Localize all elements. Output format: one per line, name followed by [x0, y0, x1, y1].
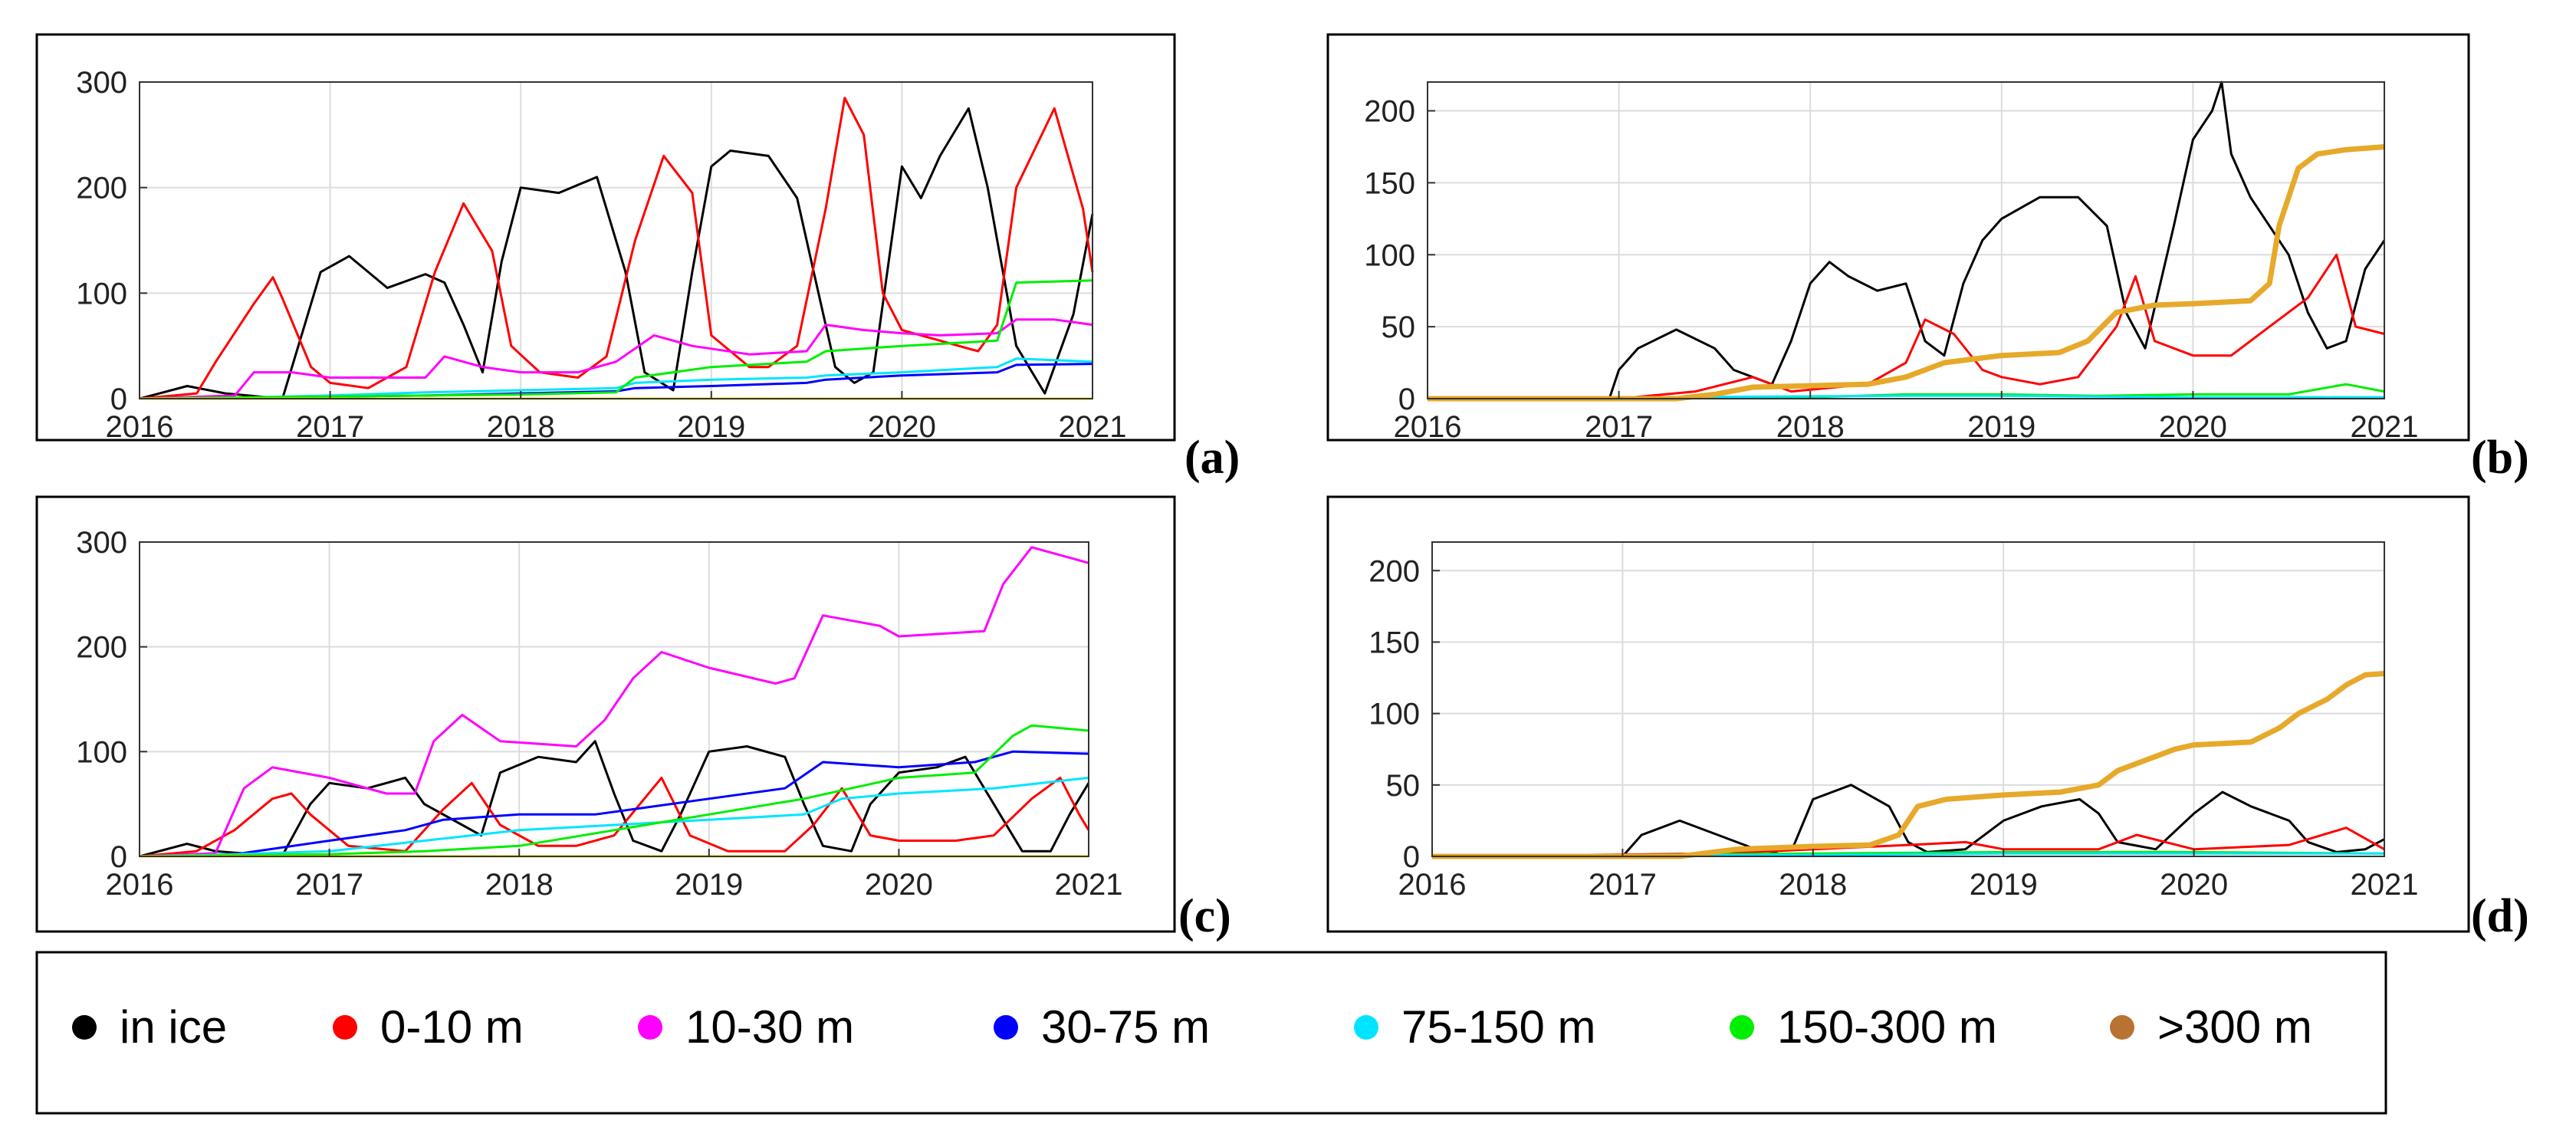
series-line-in-ice: [1428, 81, 2386, 400]
x-tick-label: 2020: [865, 868, 933, 902]
legend-label: 10-30 m: [685, 1001, 854, 1053]
y-tick-label: 0: [1398, 383, 1415, 416]
x-tick-label: 2017: [296, 410, 364, 444]
y-tick-label: 50: [1382, 311, 1416, 344]
plot-area: [140, 542, 1089, 856]
x-tick-label: 2017: [1589, 868, 1657, 902]
legend-marker: [2110, 1015, 2134, 1040]
y-tick-label: 150: [1368, 626, 1420, 659]
legend-frame: [35, 951, 2387, 1115]
x-tick-label: 2018: [487, 410, 555, 444]
x-tick-label: 2016: [106, 410, 174, 444]
series-line-10-30-m: [139, 546, 1089, 858]
x-tick-label: 2018: [485, 868, 554, 902]
legend: in ice 0-10 m 10-30 m 30-75 m 75-150 m 150-30…: [35, 951, 2387, 1115]
legend-marker: [1730, 1015, 1754, 1040]
x-tick-label: 2020: [2159, 410, 2227, 444]
y-tick-label: 0: [110, 840, 127, 874]
y-tick-label: 100: [1364, 238, 1415, 272]
panel-label: (a): [1184, 432, 1240, 484]
panel-frame: [1326, 495, 2470, 933]
series-line-150-300-m: [139, 279, 1093, 400]
series-line-in-ice: [139, 740, 1090, 858]
x-tick-label: 2018: [1776, 410, 1845, 444]
legend-marker: [1354, 1015, 1378, 1040]
x-tick-label: 2020: [868, 410, 936, 444]
y-tick-label: 0: [1403, 840, 1420, 874]
series-line-0-10-m: [139, 777, 1090, 858]
panel-label: (d): [2471, 890, 2529, 942]
y-tick-label: 200: [76, 172, 127, 205]
plot-area: [1428, 82, 2384, 399]
y-tick-label: 100: [76, 735, 127, 769]
x-tick-label: 2016: [106, 868, 174, 902]
legend-label: 0-10 m: [380, 1001, 524, 1053]
x-tick-label: 2017: [1585, 410, 1653, 444]
x-tick-label: 2021: [1055, 868, 1123, 902]
y-tick-label: 150: [1364, 166, 1415, 200]
panel-label: (b): [2471, 432, 2529, 484]
legend-label: 30-75 m: [1041, 1001, 1210, 1053]
y-tick-label: 0: [110, 383, 127, 416]
series-line-in-ice: [1432, 784, 2385, 858]
x-tick-label: 2018: [1779, 868, 1847, 902]
x-tick-label: 2019: [675, 868, 743, 902]
y-tick-label: 100: [76, 277, 127, 311]
series-line--300-m: [1428, 144, 2385, 402]
x-tick-label: 2016: [1398, 868, 1467, 902]
panel-frame: [35, 495, 1176, 933]
y-tick-label: 100: [1368, 698, 1420, 731]
x-tick-label: 2019: [677, 410, 745, 444]
legend-marker: [994, 1015, 1018, 1040]
y-tick-label: 200: [1364, 95, 1415, 129]
y-tick-label: 200: [1368, 554, 1420, 588]
axes-box: [139, 81, 1093, 399]
x-tick-label: 2021: [1059, 410, 1127, 444]
axes-box: [1427, 81, 2385, 399]
chart-panel-b: 2016 2017 2018 2019 2020 2021 0 50 100 150 200 (b): [1326, 33, 2529, 484]
legend-marker: [638, 1015, 662, 1040]
y-tick-label: 200: [76, 631, 127, 665]
chart-panel-a: 2016 2017 2018 2019 2020 2021 0 100 200 300 (a): [35, 33, 1240, 484]
x-tick-label: 2016: [1394, 410, 1462, 444]
legend-label: >300 m: [2157, 1001, 2312, 1053]
x-tick-label: 2021: [2351, 868, 2419, 902]
series-line-30-75-m: [139, 750, 1089, 858]
series-line--300-m: [1432, 671, 2385, 859]
x-tick-label: 2019: [1967, 410, 2036, 444]
legend-marker: [333, 1015, 357, 1040]
legend-label: in ice: [120, 1001, 227, 1053]
x-tick-label: 2017: [295, 868, 363, 902]
y-tick-label: 300: [76, 66, 127, 100]
y-tick-label: 300: [76, 526, 127, 560]
series-line-in-ice: [139, 107, 1094, 400]
plot-area: [1432, 542, 2384, 856]
y-tick-label: 50: [1386, 769, 1421, 803]
chart-panel-d: 2016 2017 2018 2019 2020 2021 0 50 100 150 200 (d): [1326, 495, 2529, 942]
series-line-75-150-m: [139, 357, 1093, 400]
panel-frame: [1326, 33, 2470, 442]
legend-label: 75-150 m: [1401, 1001, 1595, 1053]
axes-box: [139, 541, 1089, 857]
chart-panel-c: 2016 2017 2018 2019 2020 2021 0 100 200 300 (c): [35, 495, 1231, 942]
legend-label: 150-300 m: [1777, 1001, 1997, 1053]
panel-label: (c): [1178, 890, 1231, 942]
x-tick-label: 2021: [2351, 410, 2419, 444]
x-tick-label: 2019: [1970, 868, 2038, 902]
panel-frame: [35, 33, 1176, 442]
legend-marker: [72, 1015, 97, 1040]
axes-box: [1431, 541, 2385, 857]
series-line-0-10-m: [1431, 826, 2385, 858]
x-tick-label: 2020: [2160, 868, 2228, 902]
series-line-10-30-m: [139, 318, 1093, 400]
